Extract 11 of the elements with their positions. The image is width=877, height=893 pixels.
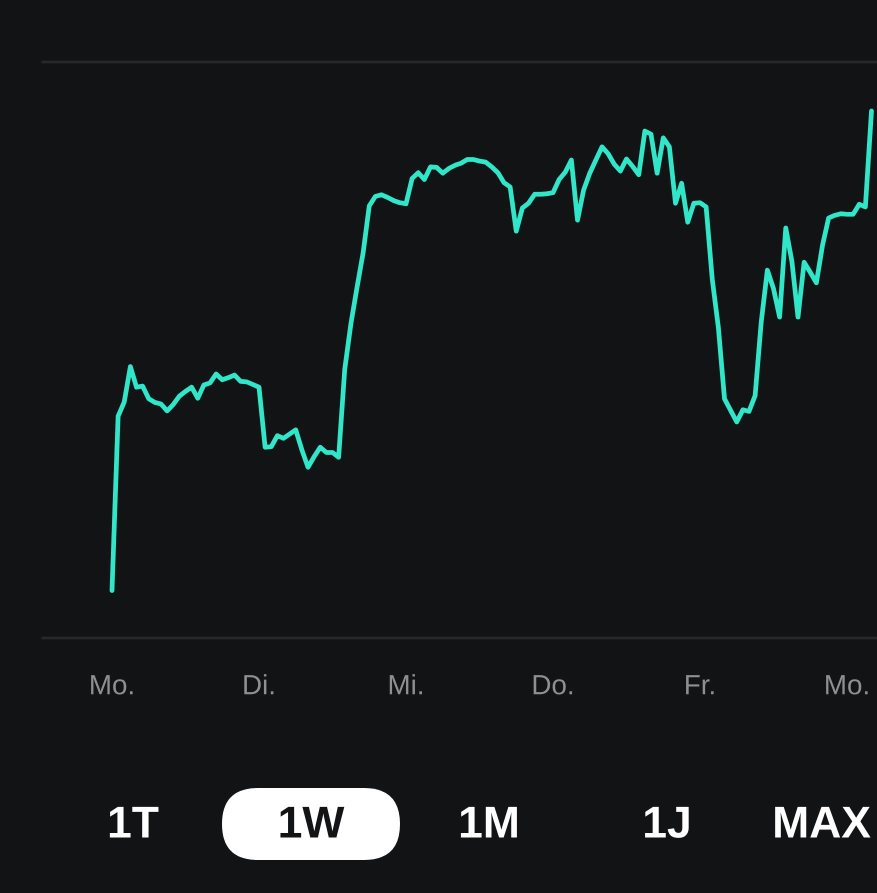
text: MAX: [775, 806, 871, 838]
text: 1J: [645, 806, 689, 838]
x-tick-label: Mi.: [390, 674, 422, 694]
text: 1M: [460, 806, 517, 838]
x-tick-label: Di.: [244, 674, 274, 694]
text: 1W: [280, 806, 344, 838]
text: 1T: [110, 806, 158, 838]
x-tick-label: Fr.: [686, 675, 714, 694]
x-tick-label: Mo.: [91, 675, 133, 695]
x-tick-label: Do.: [534, 675, 572, 695]
x-tick-label: Mo.: [826, 675, 868, 695]
